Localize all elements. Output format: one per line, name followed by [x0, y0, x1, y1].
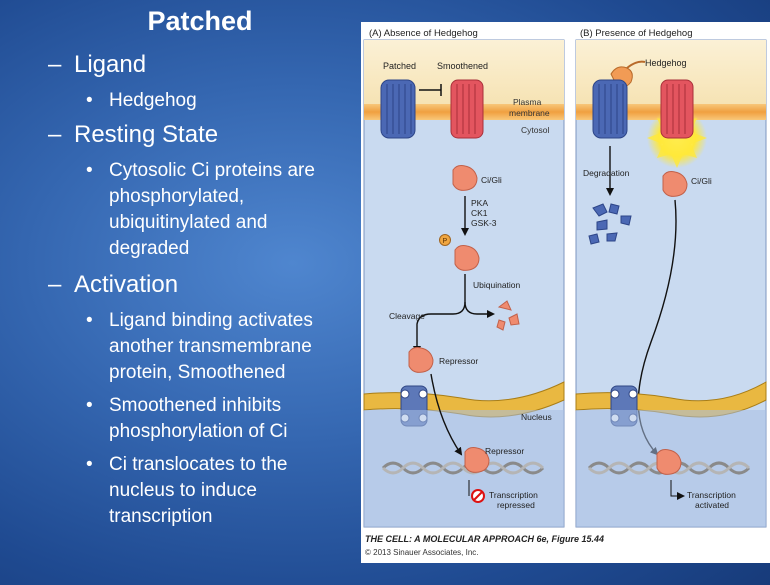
bullet-line: degraded — [109, 238, 190, 259]
bullet-line: Smoothened inhibits — [109, 395, 282, 416]
section-resting-state: – Resting State — [48, 121, 218, 149]
ubiquination-label: Ubiquination — [473, 280, 521, 290]
transcription-repressed-label-1: Transcription — [489, 490, 538, 500]
dna-helix-a — [381, 461, 545, 475]
bullet-dot: • — [86, 395, 93, 416]
slide-title: Patched — [147, 6, 253, 36]
transcription-activated-label-1: Transcription — [687, 490, 736, 500]
panel-b: (B) Presence of Hedgehog Hedgehog — [575, 28, 767, 528]
bullet-line: Ci translocates to the — [109, 454, 288, 475]
transcription-activated-label-2: activated — [695, 500, 729, 510]
bullet-line: ubiquitinylated and — [109, 212, 268, 233]
section-activation: – Activation — [48, 271, 178, 299]
ci-gli-protein-b — [662, 171, 688, 197]
bullet-line: nucleus to induce — [109, 480, 257, 501]
prohibited-icon-slash — [473, 491, 483, 501]
bullet-line: protein, Smoothened — [109, 362, 286, 383]
bullet-text: Ligand binding activates another transme… — [109, 308, 313, 386]
ubiquitination-arrow — [464, 301, 495, 318]
phospho-ci-protein — [454, 245, 480, 271]
phosphate-icon — [439, 234, 451, 246]
bullet-text: Smoothened inhibits phosphorylation of C… — [109, 393, 288, 445]
bullet-dot: • — [86, 160, 93, 181]
degraded-fragments — [496, 300, 520, 331]
figure-caption: THE CELL: A MOLECULAR APPROACH 6e, Figur… — [365, 534, 605, 544]
ci-gli-label-a: Ci/Gli — [481, 175, 502, 185]
bullet-dot: • — [86, 90, 93, 111]
ci-activator-nuc — [656, 449, 682, 475]
bullet-line: another transmembrane — [109, 336, 312, 357]
smoothened-receptor-b — [660, 79, 694, 139]
repressor-protein-cyto — [408, 347, 434, 373]
dash-marker: – — [48, 51, 62, 78]
kinase-label-1: PKA — [471, 198, 488, 208]
degradation-label: Degradation — [583, 168, 630, 178]
kinase-label-2: CK1 — [471, 208, 488, 218]
plasma-membrane-label-2: membrane — [509, 108, 550, 118]
cleavage-arrow — [413, 274, 466, 354]
phosphate-label: P — [443, 238, 448, 245]
bullet-line: phosphorylated, — [109, 186, 245, 207]
patched-receptor — [380, 79, 416, 139]
line-part: Cytosolic Ci proteins are — [109, 160, 315, 181]
patched-label: Patched — [383, 61, 416, 71]
transcription-arrow-b — [670, 480, 685, 500]
bullet-line: Ligand binding activates — [109, 310, 313, 331]
bullet-text: Ci translocates to the nucleus to induce… — [109, 452, 287, 530]
dash-marker: – — [48, 121, 62, 148]
kinase-label-3: GSK-3 — [471, 218, 497, 228]
panel-a: (A) Absence of Hedgehog Patched — [363, 28, 565, 528]
repressor-cyto-label: Repressor — [439, 356, 478, 366]
nucleus-label: Nucleus — [521, 412, 552, 422]
ci-gli-label-b: Ci/Gli — [691, 176, 712, 186]
cytosol-label: Cytosol — [521, 125, 549, 135]
dash-marker: – — [48, 271, 62, 298]
ci-gli-protein-a — [452, 165, 478, 191]
cleavage-label: Cleavage — [389, 311, 425, 321]
transcription-repressed-label-2: repressed — [497, 500, 535, 510]
section-label: Resting State — [74, 121, 219, 148]
degraded-patched-fragments — [588, 203, 632, 245]
bullet-text: Cytosolic Ci proteins are phosphorylated… — [109, 158, 315, 262]
pathway-diagram: (A) Absence of Hedgehog Patched — [363, 28, 767, 528]
section-label: Activation — [74, 271, 179, 298]
smoothened-receptor — [450, 79, 484, 139]
bullet-line: Cytosolic Ci proteins are — [109, 158, 315, 184]
panel-a-title: (A) Absence of Hedgehog — [369, 28, 478, 39]
figure-copyright: © 2013 Sinauer Associates, Inc. — [365, 548, 479, 557]
hedgehog-pathway-figure: (A) Absence of Hedgehog Patched — [361, 22, 770, 563]
bullet-text: Hedgehog — [109, 90, 197, 111]
panel-b-title: (B) Presence of Hedgehog — [580, 28, 692, 39]
bullet-line: phosphorylation of Ci — [109, 421, 288, 442]
section-label: Ligand — [74, 51, 147, 78]
nuclear-import-arrow-a — [430, 373, 463, 456]
plasma-membrane-label-1: Plasma — [513, 97, 542, 107]
hedgehog-tail — [626, 60, 646, 69]
bullet-line: transcription — [109, 506, 213, 527]
bullet-dot: • — [86, 454, 93, 475]
smoothened-label: Smoothened — [437, 61, 488, 71]
bullet-dot: • — [86, 310, 93, 331]
section-ligand: – Ligand — [48, 51, 146, 79]
repressor-protein-nuc — [464, 447, 490, 473]
hedgehog-label: Hedgehog — [645, 58, 687, 68]
patched-receptor-b — [592, 79, 628, 139]
repressor-nuc-label: Repressor — [485, 446, 524, 456]
